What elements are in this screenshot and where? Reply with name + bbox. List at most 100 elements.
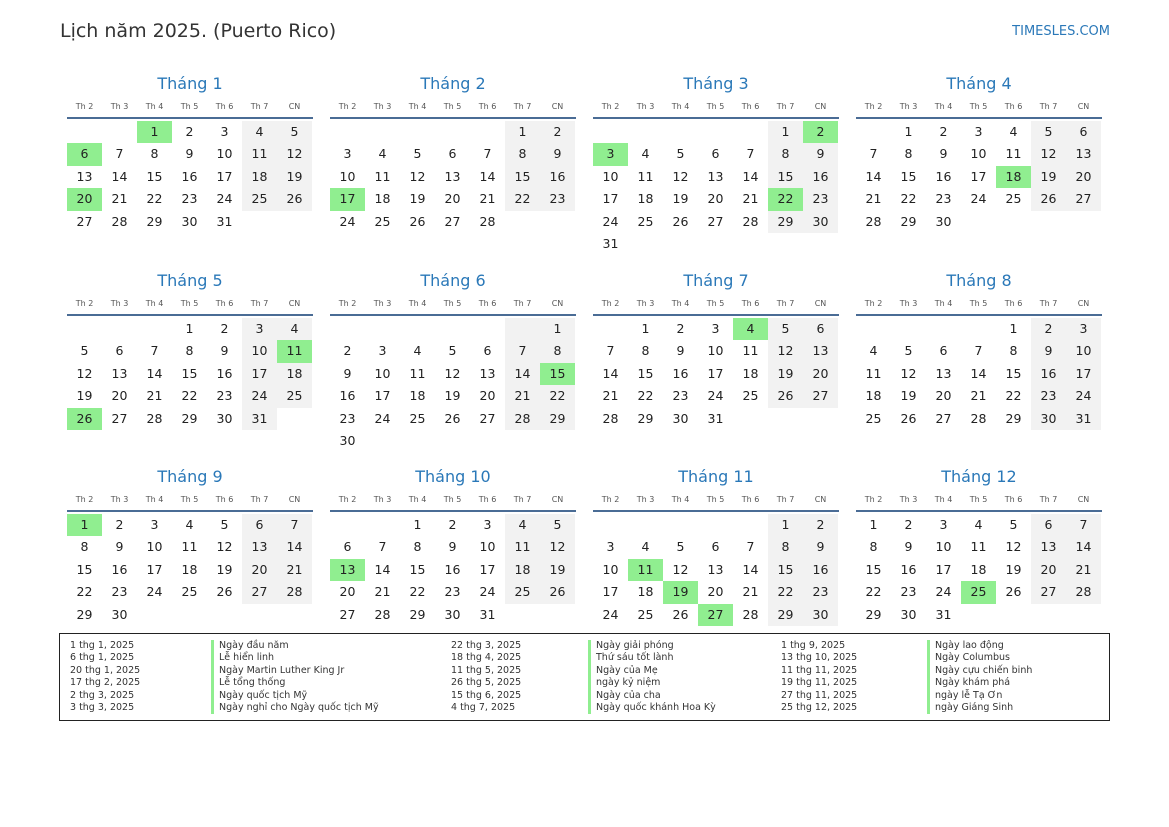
day-cell[interactable]: 27	[111, 410, 128, 426]
day-cell[interactable]: 21	[742, 191, 759, 207]
day-cell[interactable]: 8	[505, 143, 540, 166]
day-cell[interactable]: 18	[637, 191, 654, 207]
day-cell[interactable]: 27	[242, 581, 277, 604]
day-cell[interactable]: 19	[1005, 561, 1022, 577]
day-cell[interactable]: 13	[479, 365, 496, 381]
day-cell[interactable]: 7	[1066, 514, 1101, 537]
day-cell[interactable]: 17	[707, 365, 724, 381]
day-cell[interactable]: 9	[1031, 340, 1066, 363]
day-cell[interactable]: 7	[746, 146, 755, 162]
day-cell[interactable]: 6	[115, 343, 124, 359]
day-cell[interactable]: 9	[343, 365, 352, 381]
day-cell[interactable]: 4	[505, 514, 540, 537]
day-cell[interactable]: 6	[448, 146, 457, 162]
day-cell[interactable]: 3	[378, 343, 387, 359]
day-cell[interactable]: 10	[602, 168, 619, 184]
day-cell[interactable]: 25	[505, 581, 540, 604]
day-cell[interactable]: 20	[935, 388, 952, 404]
day-cell[interactable]: 20	[707, 584, 724, 600]
day-cell[interactable]: 17	[1066, 362, 1101, 386]
holiday-day-cell[interactable]: 26	[67, 407, 102, 430]
day-cell[interactable]: 16	[1031, 362, 1066, 386]
day-cell[interactable]: 23	[216, 388, 233, 404]
day-cell[interactable]: 17	[146, 561, 163, 577]
day-cell[interactable]: 11	[242, 143, 277, 166]
day-cell[interactable]: 21	[1066, 558, 1101, 582]
day-cell[interactable]: 15	[900, 168, 917, 184]
day-cell[interactable]: 12	[76, 365, 93, 381]
day-cell[interactable]: 18	[409, 388, 426, 404]
day-cell[interactable]: 9	[803, 143, 838, 166]
holiday-day-cell[interactable]: 1	[137, 121, 172, 144]
day-cell[interactable]: 18	[637, 584, 654, 600]
day-cell[interactable]: 11	[409, 365, 426, 381]
day-cell[interactable]: 5	[1031, 121, 1066, 144]
day-cell[interactable]: 27	[339, 606, 356, 622]
holiday-day-cell[interactable]: 18	[996, 165, 1031, 189]
day-cell[interactable]: 17	[479, 561, 496, 577]
day-cell[interactable]: 25	[1005, 191, 1022, 207]
day-cell[interactable]: 14	[602, 365, 619, 381]
day-cell[interactable]: 30	[1031, 407, 1066, 430]
day-cell[interactable]: 24	[935, 584, 952, 600]
day-cell[interactable]: 8	[1009, 343, 1018, 359]
day-cell[interactable]: 5	[220, 517, 229, 532]
day-cell[interactable]: 22	[146, 191, 163, 207]
day-cell[interactable]: 20	[111, 388, 128, 404]
day-cell[interactable]: 14	[970, 365, 987, 381]
day-cell[interactable]: 27	[935, 410, 952, 426]
day-cell[interactable]: 4	[974, 517, 983, 532]
day-cell[interactable]: 5	[540, 514, 575, 537]
day-cell[interactable]: 1	[641, 321, 650, 336]
day-cell[interactable]: 15	[76, 561, 93, 577]
day-cell[interactable]: 11	[181, 539, 198, 555]
holiday-day-cell[interactable]: 1	[67, 514, 102, 537]
day-cell[interactable]: 23	[111, 584, 128, 600]
day-cell[interactable]: 20	[339, 584, 356, 600]
day-cell[interactable]: 3	[974, 124, 983, 139]
day-cell[interactable]: 1	[768, 514, 803, 537]
day-cell[interactable]: 15	[505, 165, 540, 189]
day-cell[interactable]: 9	[676, 343, 685, 359]
day-cell[interactable]: 21	[146, 388, 163, 404]
day-cell[interactable]: 21	[111, 191, 128, 207]
day-cell[interactable]: 16	[672, 365, 689, 381]
day-cell[interactable]: 15	[409, 561, 426, 577]
day-cell[interactable]: 19	[76, 388, 93, 404]
day-cell[interactable]: 29	[409, 606, 426, 622]
day-cell[interactable]: 11	[505, 536, 540, 559]
day-cell[interactable]: 24	[242, 385, 277, 408]
day-cell[interactable]: 23	[444, 584, 461, 600]
day-cell[interactable]: 5	[448, 343, 457, 359]
day-cell[interactable]: 14	[146, 365, 163, 381]
day-cell[interactable]: 5	[904, 343, 913, 359]
day-cell[interactable]: 2	[185, 124, 194, 139]
day-cell[interactable]: 29	[900, 213, 917, 229]
holiday-day-cell[interactable]: 6	[67, 143, 102, 166]
day-cell[interactable]: 28	[146, 410, 163, 426]
day-cell[interactable]: 27	[1066, 188, 1101, 211]
day-cell[interactable]: 30	[672, 410, 689, 426]
day-cell[interactable]: 27	[1031, 581, 1066, 604]
day-cell[interactable]: 9	[939, 146, 948, 162]
day-cell[interactable]: 15	[768, 165, 803, 189]
day-cell[interactable]: 11	[1005, 146, 1022, 162]
day-cell[interactable]: 2	[803, 514, 838, 537]
day-cell[interactable]: 30	[803, 603, 838, 626]
day-cell[interactable]: 4	[1009, 124, 1018, 139]
day-cell[interactable]: 27	[479, 410, 496, 426]
day-cell[interactable]: 7	[869, 146, 878, 162]
day-cell[interactable]: 20	[803, 362, 838, 386]
day-cell[interactable]: 21	[602, 388, 619, 404]
day-cell[interactable]: 14	[374, 561, 391, 577]
day-cell[interactable]: 15	[1005, 365, 1022, 381]
day-cell[interactable]: 9	[220, 343, 229, 359]
day-cell[interactable]: 3	[343, 146, 352, 162]
day-cell[interactable]: 17	[935, 561, 952, 577]
day-cell[interactable]: 2	[939, 124, 948, 139]
day-cell[interactable]: 29	[768, 210, 803, 233]
day-cell[interactable]: 3	[242, 318, 277, 341]
holiday-day-cell[interactable]: 17	[330, 188, 365, 211]
day-cell[interactable]: 8	[869, 539, 878, 555]
day-cell[interactable]: 6	[242, 514, 277, 537]
